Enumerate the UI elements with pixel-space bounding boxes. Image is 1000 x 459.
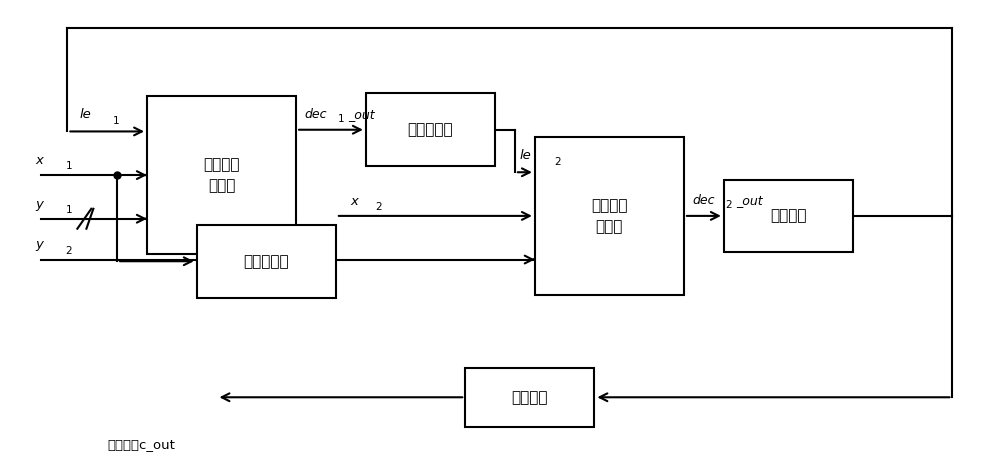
Text: 2: 2 [376, 202, 382, 212]
Text: _out: _out [736, 194, 762, 207]
Text: dec: dec [692, 194, 714, 207]
Bar [197, 225, 336, 297]
Text: x: x [36, 154, 43, 167]
Text: y: y [36, 238, 43, 252]
Text: 2: 2 [65, 246, 72, 256]
Text: 硬判决器: 硬判决器 [512, 390, 548, 405]
Text: le: le [79, 108, 91, 122]
Text: x: x [351, 195, 359, 208]
Text: 1: 1 [113, 116, 120, 126]
Text: 1: 1 [65, 205, 72, 215]
Text: 2: 2 [726, 201, 732, 211]
Text: 2: 2 [555, 157, 561, 167]
Bar [465, 368, 594, 427]
Bar [535, 136, 684, 295]
Text: 译码结果c_out: 译码结果c_out [107, 438, 175, 451]
Text: _out: _out [348, 108, 374, 121]
Bar [724, 179, 853, 252]
Text: y: y [36, 197, 43, 211]
Text: 第一分量
译码器: 第一分量 译码器 [203, 157, 240, 193]
Text: 1: 1 [65, 162, 72, 172]
Text: le: le [520, 149, 532, 162]
Text: 第二交织器: 第二交织器 [243, 254, 289, 269]
Bar [366, 94, 495, 166]
Text: 第一交织器: 第一交织器 [408, 122, 453, 137]
Text: dec: dec [304, 108, 327, 121]
Text: 1: 1 [338, 114, 345, 124]
Bar [147, 96, 296, 254]
Text: 第二分量
译码器: 第二分量 译码器 [591, 198, 628, 234]
Text: 解交织器: 解交织器 [770, 208, 807, 224]
